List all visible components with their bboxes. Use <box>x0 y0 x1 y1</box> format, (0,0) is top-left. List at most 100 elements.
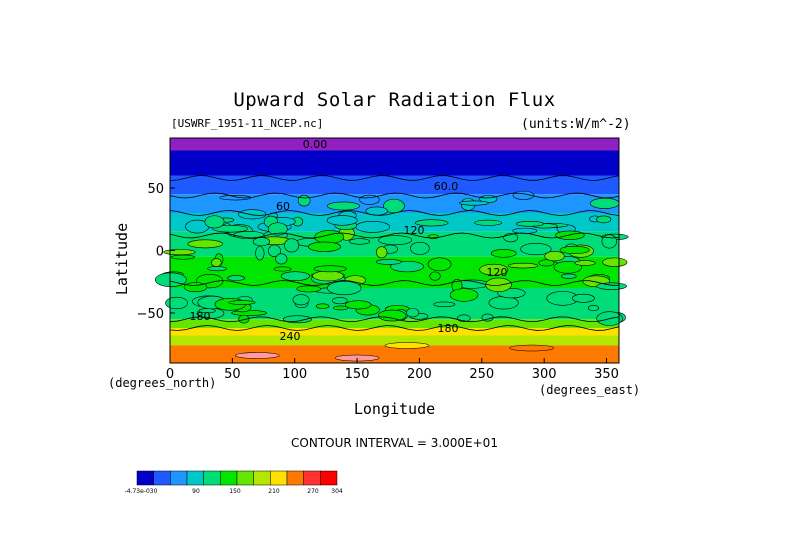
contour-patch <box>571 293 595 303</box>
contour-line <box>169 232 620 239</box>
contour-patch <box>602 257 628 267</box>
colorbar-swatch <box>286 470 304 486</box>
contour-line <box>169 280 620 286</box>
colorbar-swatch <box>303 470 321 486</box>
contour-patch <box>211 258 222 267</box>
band-10 <box>170 335 619 346</box>
contour-patch <box>588 305 599 312</box>
band-8 <box>170 319 619 328</box>
colorbar-tick-label: 90 <box>192 488 200 495</box>
contour-patch <box>284 238 300 253</box>
contour-patch <box>327 280 362 296</box>
contour-patch <box>355 221 391 233</box>
contour-patch <box>163 249 196 256</box>
band-11 <box>170 345 619 363</box>
contour-patch <box>485 277 512 292</box>
contour-patch <box>601 234 617 249</box>
contour-line <box>169 175 620 181</box>
y-axis-ticks: 50 0 −50 <box>137 182 175 322</box>
contour-patch <box>255 246 265 261</box>
contour-patch <box>315 303 330 309</box>
contour-interval: CONTOUR INTERVAL = 3.000E+01 <box>291 436 498 450</box>
contour-patch <box>474 219 503 226</box>
y-axis-label: Latitude <box>113 222 131 296</box>
x-tick-label: 250 <box>469 367 494 382</box>
colorbar: -4.73e-030 90 150 210 270 304 <box>125 470 343 495</box>
x-tick-label: 100 <box>282 367 307 382</box>
colorbar-swatch <box>236 470 254 486</box>
contour-patch <box>238 314 250 324</box>
colorbar-swatch <box>253 470 271 486</box>
contour-patch <box>235 352 280 359</box>
contour-patch <box>313 265 347 273</box>
contour-label: 120 <box>404 224 425 237</box>
x-tick-label: 150 <box>345 367 370 382</box>
contour-patch <box>207 266 227 272</box>
contour-label: 0.00 <box>303 138 328 151</box>
heatmap-patches <box>154 175 629 362</box>
y-tick-label: 0 <box>156 245 164 260</box>
contour-patch <box>544 250 565 262</box>
x-tick-label: 350 <box>594 367 619 382</box>
contour-patch <box>333 305 349 311</box>
colorbar-swatch <box>270 470 288 486</box>
colorbar-tick-label: 150 <box>229 488 241 495</box>
contour-patch <box>171 254 195 260</box>
contour-patch <box>359 194 380 205</box>
contour-patch <box>375 259 402 265</box>
contour-patch <box>590 197 620 209</box>
contour-patch <box>312 270 344 282</box>
contour-patch <box>507 262 539 269</box>
contour-patch <box>280 271 310 281</box>
contour-patch <box>410 241 430 255</box>
contour-patch <box>596 215 612 224</box>
contour-patch <box>490 249 517 258</box>
contour-patch <box>267 244 281 258</box>
contour-patch <box>574 260 596 266</box>
contour-patch <box>238 209 267 220</box>
band-1 <box>170 150 619 176</box>
colorbar-swatch <box>186 470 204 486</box>
contour-patch <box>488 296 519 310</box>
contour-label: 60.0 <box>434 180 459 193</box>
contour-patch <box>520 243 552 256</box>
contour-patch <box>165 296 188 310</box>
chart-title: Upward Solar Radiation Flux <box>233 89 556 111</box>
x-tick-label: 0 <box>166 367 174 382</box>
colorbar-tick-label: 304 <box>331 488 343 495</box>
contour-patch <box>275 253 288 265</box>
contour-patch <box>267 222 288 236</box>
contour-patch <box>376 246 388 259</box>
file-label: [USWRF_1951-11_NCEP.nc] <box>171 117 324 130</box>
band-2 <box>170 175 619 195</box>
y-tick-label: −50 <box>137 307 164 322</box>
band-0 <box>170 138 619 151</box>
contour-patch <box>227 275 245 281</box>
contour-patch <box>204 215 225 229</box>
contour-patch <box>212 225 248 233</box>
colorbar-tick-label: 210 <box>268 488 280 495</box>
contour-patch <box>296 285 321 293</box>
contour-patch <box>308 241 341 252</box>
contour-line <box>169 210 620 216</box>
contour-line <box>169 192 620 199</box>
contour-patch <box>459 200 489 206</box>
contour-patch <box>384 342 430 349</box>
contour-patch <box>252 237 271 247</box>
contour-patch <box>559 245 590 255</box>
contour-patch <box>509 344 554 352</box>
colorbar-tick-label: -4.73e-030 <box>125 488 158 495</box>
contour-patch <box>553 261 582 274</box>
colorbar-swatch <box>136 470 154 486</box>
contour-patch <box>326 215 358 226</box>
contour-label: 120 <box>487 266 508 279</box>
contour-patch <box>449 288 479 302</box>
contour-patch <box>433 301 456 308</box>
contour-patch <box>512 227 538 234</box>
contour-patch <box>515 221 544 227</box>
contour-labels: 0.00 60.0 60 120 120 180 180 240 <box>190 138 508 343</box>
contour-patch <box>414 219 449 227</box>
contour-patch <box>273 266 292 272</box>
contour-patch <box>292 294 310 306</box>
contour-patch <box>154 272 187 287</box>
